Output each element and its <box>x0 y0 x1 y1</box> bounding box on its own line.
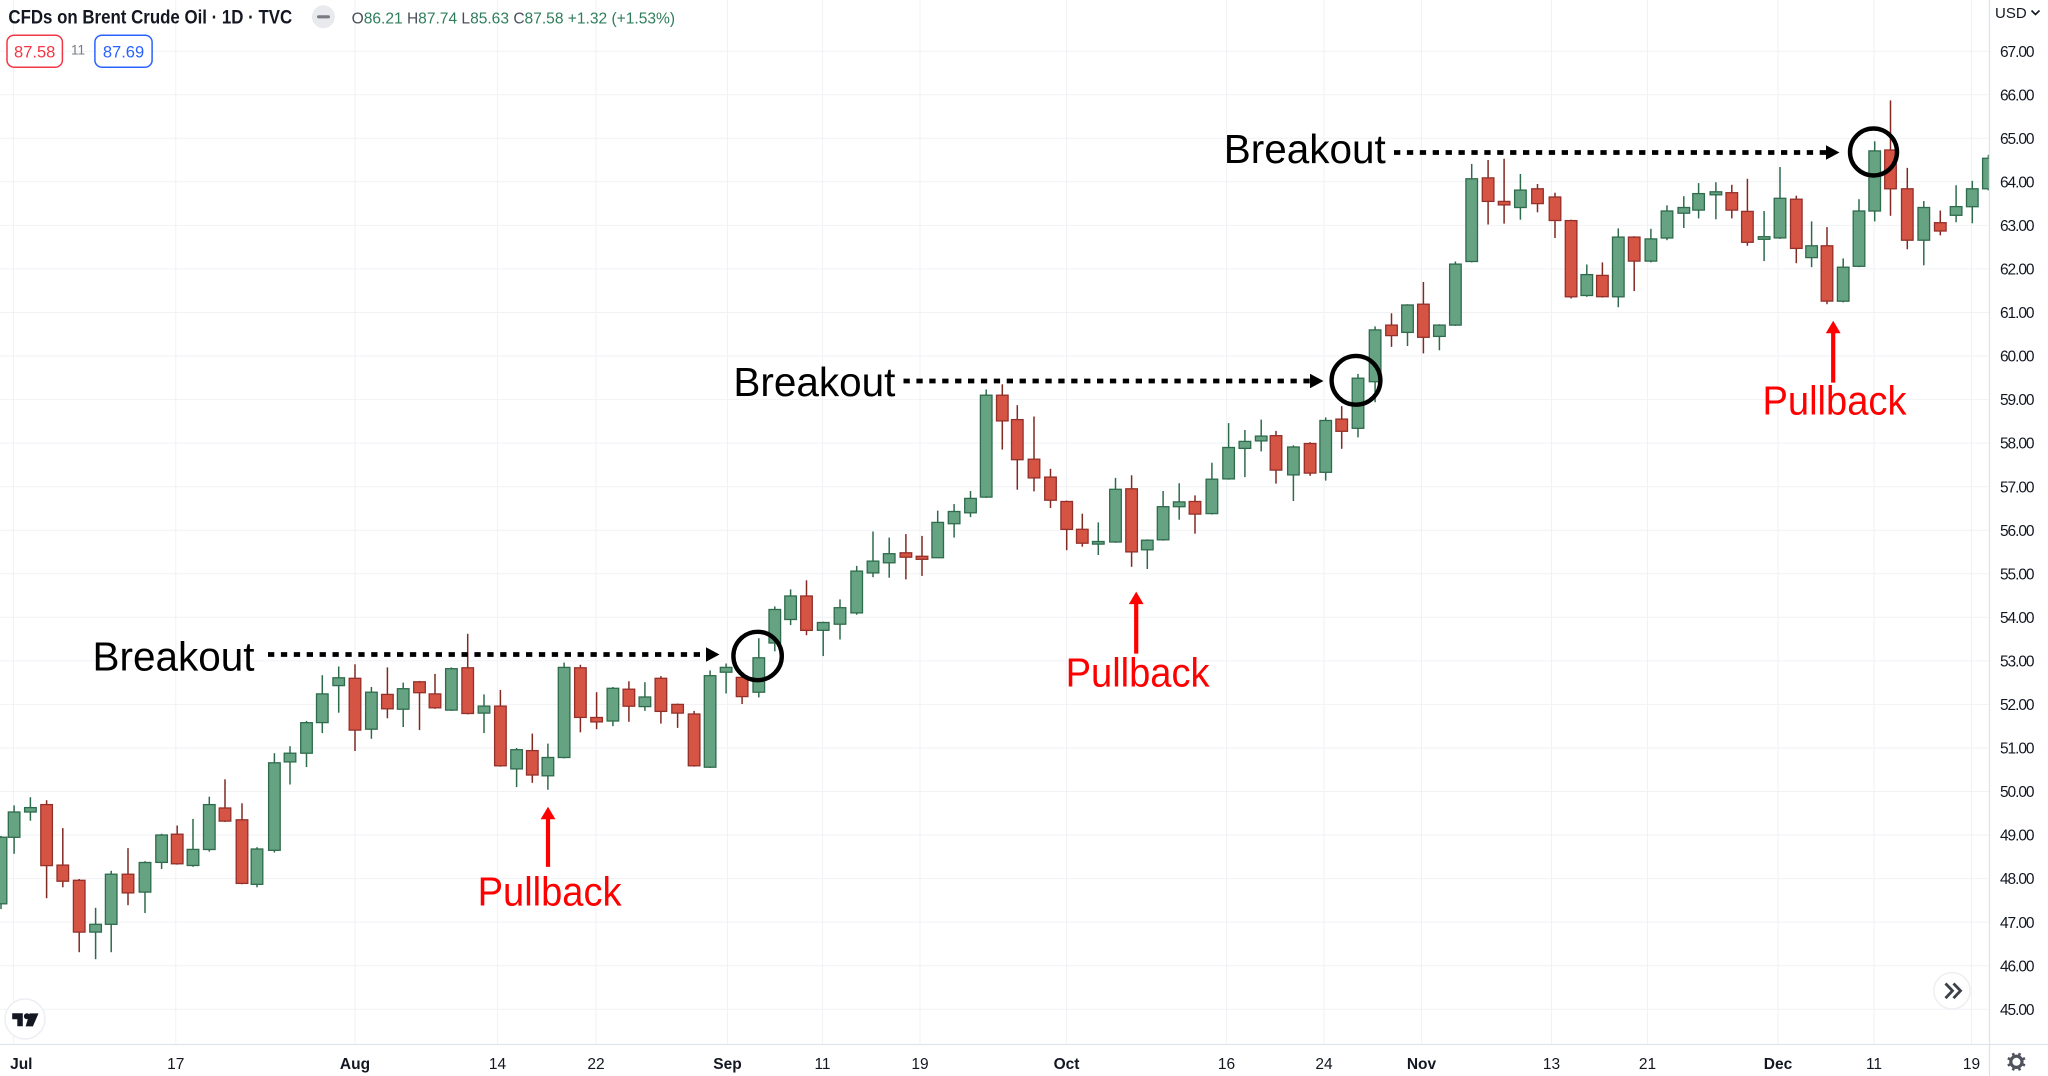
svg-text:11: 11 <box>814 1056 830 1073</box>
svg-text:Breakout: Breakout <box>733 359 896 405</box>
svg-text:Pullback: Pullback <box>1066 649 1210 695</box>
svg-text:62.00: 62.00 <box>2000 262 2035 279</box>
svg-text:Jul: Jul <box>10 1056 32 1073</box>
svg-text:87.58: 87.58 <box>14 43 55 61</box>
svg-text:16: 16 <box>1218 1056 1235 1073</box>
svg-text:59.00: 59.00 <box>2000 392 2035 409</box>
svg-text:Breakout: Breakout <box>93 633 256 679</box>
svg-text:CFDs on Brent Crude Oil · 1D ·: CFDs on Brent Crude Oil · 1D · TVC <box>8 8 292 29</box>
svg-text:22: 22 <box>587 1056 604 1073</box>
svg-text:19: 19 <box>911 1056 928 1073</box>
svg-text:65.00: 65.00 <box>2000 131 2035 148</box>
svg-text:67.00: 67.00 <box>2000 44 2035 61</box>
svg-text:14: 14 <box>489 1056 507 1073</box>
svg-text:Aug: Aug <box>340 1056 370 1073</box>
svg-text:Dec: Dec <box>1764 1056 1793 1073</box>
svg-text:11: 11 <box>1866 1056 1882 1073</box>
svg-text:49.00: 49.00 <box>2000 828 2035 845</box>
svg-text:47.00: 47.00 <box>2000 915 2035 932</box>
svg-text:87.69: 87.69 <box>103 43 144 61</box>
svg-text:Pullback: Pullback <box>478 869 622 915</box>
svg-text:48.00: 48.00 <box>2000 871 2035 888</box>
svg-text:55.00: 55.00 <box>2000 566 2035 583</box>
svg-text:50.00: 50.00 <box>2000 784 2035 801</box>
svg-text:58.00: 58.00 <box>2000 436 2035 453</box>
svg-text:57.00: 57.00 <box>2000 479 2035 496</box>
svg-text:17: 17 <box>167 1056 184 1073</box>
svg-text:21: 21 <box>1639 1056 1656 1073</box>
svg-text:24: 24 <box>1315 1056 1333 1073</box>
svg-text:Breakout: Breakout <box>1224 126 1387 172</box>
svg-text:13: 13 <box>1543 1056 1560 1073</box>
svg-text:64.00: 64.00 <box>2000 174 2035 191</box>
svg-text:53.00: 53.00 <box>2000 654 2035 671</box>
svg-text:63.00: 63.00 <box>2000 218 2035 235</box>
svg-text:USD: USD <box>1995 5 2027 22</box>
svg-text:Pullback: Pullback <box>1763 378 1907 424</box>
svg-text:O86.21 H87.74 L85.63 C87.58 +1: O86.21 H87.74 L85.63 C87.58 +1.32 (+1.53… <box>352 11 675 28</box>
svg-text:19: 19 <box>1963 1056 1980 1073</box>
svg-text:Oct: Oct <box>1054 1056 1080 1073</box>
svg-text:52.00: 52.00 <box>2000 697 2035 714</box>
svg-text:61.00: 61.00 <box>2000 305 2035 322</box>
svg-text:60.00: 60.00 <box>2000 349 2035 366</box>
svg-text:66.00: 66.00 <box>2000 87 2035 104</box>
svg-text:Sep: Sep <box>713 1056 741 1073</box>
svg-text:45.00: 45.00 <box>2000 1002 2035 1019</box>
svg-text:11: 11 <box>71 43 85 58</box>
svg-text:54.00: 54.00 <box>2000 610 2035 627</box>
svg-text:56.00: 56.00 <box>2000 523 2035 540</box>
svg-text:51.00: 51.00 <box>2000 741 2035 758</box>
svg-text:46.00: 46.00 <box>2000 958 2035 975</box>
svg-text:Nov: Nov <box>1407 1056 1437 1073</box>
